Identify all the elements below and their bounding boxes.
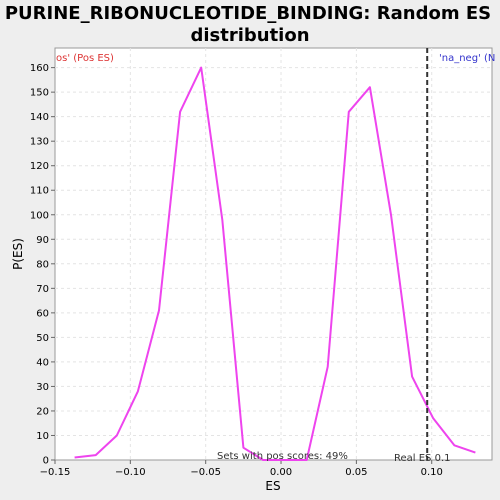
x-tick-label: 0.10 bbox=[421, 467, 443, 478]
y-axis-title: P(ES) bbox=[11, 238, 25, 270]
chart-title-line-2: distribution bbox=[190, 25, 309, 46]
y-tick-label: 40 bbox=[36, 357, 49, 368]
x-tick-label: −0.10 bbox=[115, 467, 146, 478]
y-tick-label: 150 bbox=[30, 88, 49, 99]
legend-neg-es: 'na_neg' (N bbox=[439, 53, 495, 64]
y-tick-label: 60 bbox=[36, 308, 49, 319]
pos-scores-note: Sets with pos scores: 49% bbox=[217, 451, 348, 462]
real-es-label: Real ES 0.1 bbox=[394, 453, 450, 464]
plot-area bbox=[54, 47, 493, 461]
y-tick-label: 0 bbox=[43, 456, 49, 467]
y-tick-label: 30 bbox=[36, 382, 49, 393]
y-tick-label: 50 bbox=[36, 333, 49, 344]
y-axis: 0 10 20 30 40 50 60 70 80 90 100 110 120 130 140 150 160 bbox=[30, 63, 55, 467]
x-tick-label: 0.00 bbox=[270, 467, 292, 478]
y-tick-label: 80 bbox=[36, 259, 49, 270]
legend-pos-es: os' (Pos ES) bbox=[56, 53, 114, 64]
series-layer bbox=[74, 66, 476, 461]
y-tick-label: 100 bbox=[30, 210, 49, 221]
x-axis-title: ES bbox=[265, 479, 280, 493]
x-tick-label: −0.05 bbox=[190, 467, 221, 478]
x-tick-label: 0.05 bbox=[345, 467, 367, 478]
x-axis: −0.15 −0.10 −0.05 0.00 0.05 0.10 bbox=[40, 460, 443, 478]
es-distribution-line bbox=[74, 66, 476, 461]
y-tick-label: 160 bbox=[30, 63, 49, 74]
y-tick-label: 70 bbox=[36, 284, 49, 295]
grid-lines bbox=[55, 48, 492, 460]
y-tick-label: 20 bbox=[36, 406, 49, 417]
chart-title-line-1: PURINE_RIBONUCLEOTIDE_BINDING: Random ES bbox=[5, 3, 491, 24]
y-tick-label: 110 bbox=[30, 186, 49, 197]
y-tick-label: 10 bbox=[36, 431, 49, 442]
y-tick-label: 120 bbox=[30, 161, 49, 172]
y-tick-label: 140 bbox=[30, 112, 49, 123]
x-tick-label: −0.15 bbox=[40, 467, 71, 478]
y-tick-label: 130 bbox=[30, 137, 49, 148]
y-tick-label: 90 bbox=[36, 235, 49, 246]
